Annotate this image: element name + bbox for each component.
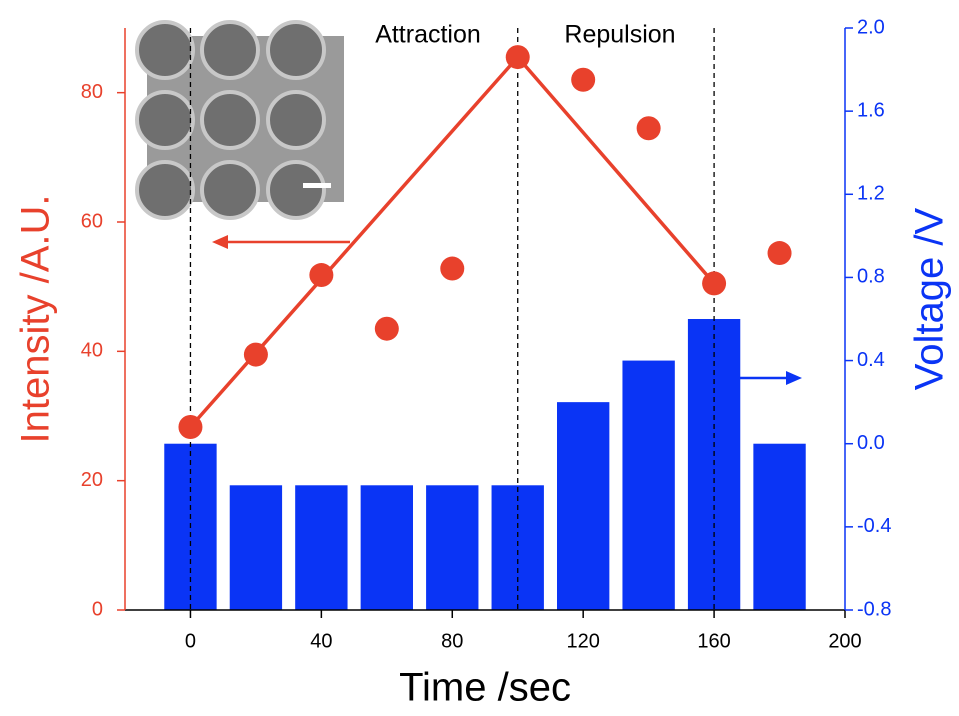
bar <box>622 361 674 610</box>
x-tick-label: 40 <box>310 630 332 652</box>
point <box>244 343 268 367</box>
left-arrowhead <box>212 235 228 249</box>
y2-tick-label: 0.8 <box>857 266 885 288</box>
page: {"chart_data": { "type": "combo", "x_lab… <box>0 0 959 716</box>
y2-tick-label: 1.2 <box>857 183 885 205</box>
y2-tick-label: 1.6 <box>857 99 885 121</box>
bar <box>361 485 413 610</box>
y2-tick-label: -0.4 <box>857 515 891 537</box>
x-tick-label: 120 <box>566 630 599 652</box>
y2-tick-label: 0.0 <box>857 432 885 454</box>
y-axis-title: Intensity /A.U. <box>14 195 58 444</box>
point <box>637 116 661 140</box>
bar <box>426 485 478 610</box>
right-arrowhead <box>786 371 802 385</box>
inset-wells <box>137 22 324 218</box>
bar <box>753 444 805 610</box>
y2-axis-title: Voltage /V <box>908 208 952 391</box>
y-tick-label: 60 <box>81 210 103 232</box>
x-tick-label: 80 <box>441 630 463 652</box>
point <box>309 263 333 287</box>
x-tick-label: 160 <box>697 630 730 652</box>
y2-tick-label: 2.0 <box>857 16 885 38</box>
point <box>571 68 595 92</box>
point <box>178 415 202 439</box>
point <box>440 257 464 281</box>
y-tick-label: 0 <box>92 598 103 620</box>
x-axis-title: Time /sec <box>399 666 571 710</box>
y-tick-label: 40 <box>81 340 103 362</box>
inset-image <box>137 22 344 218</box>
y2-tick-label: 0.4 <box>857 349 885 371</box>
y-tick-label: 20 <box>81 469 103 491</box>
scale-bar <box>303 183 331 188</box>
y2-tick-label: -0.8 <box>857 598 891 620</box>
point <box>702 271 726 295</box>
bar <box>230 485 282 610</box>
bar <box>557 402 609 610</box>
x-tick-label: 200 <box>828 630 861 652</box>
bar <box>492 485 544 610</box>
bar <box>295 485 347 610</box>
point <box>506 45 530 69</box>
annotation: Attraction <box>375 21 481 49</box>
y-tick-label: 80 <box>81 81 103 103</box>
x-tick-label: 0 <box>185 630 196 652</box>
point <box>768 241 792 265</box>
point <box>375 317 399 341</box>
annotation: Repulsion <box>564 21 675 49</box>
chart: 0 40 80 120 160 200 0 20 40 60 80 -0.8 -0.4 0.0 0.4 0.8… <box>0 0 959 716</box>
